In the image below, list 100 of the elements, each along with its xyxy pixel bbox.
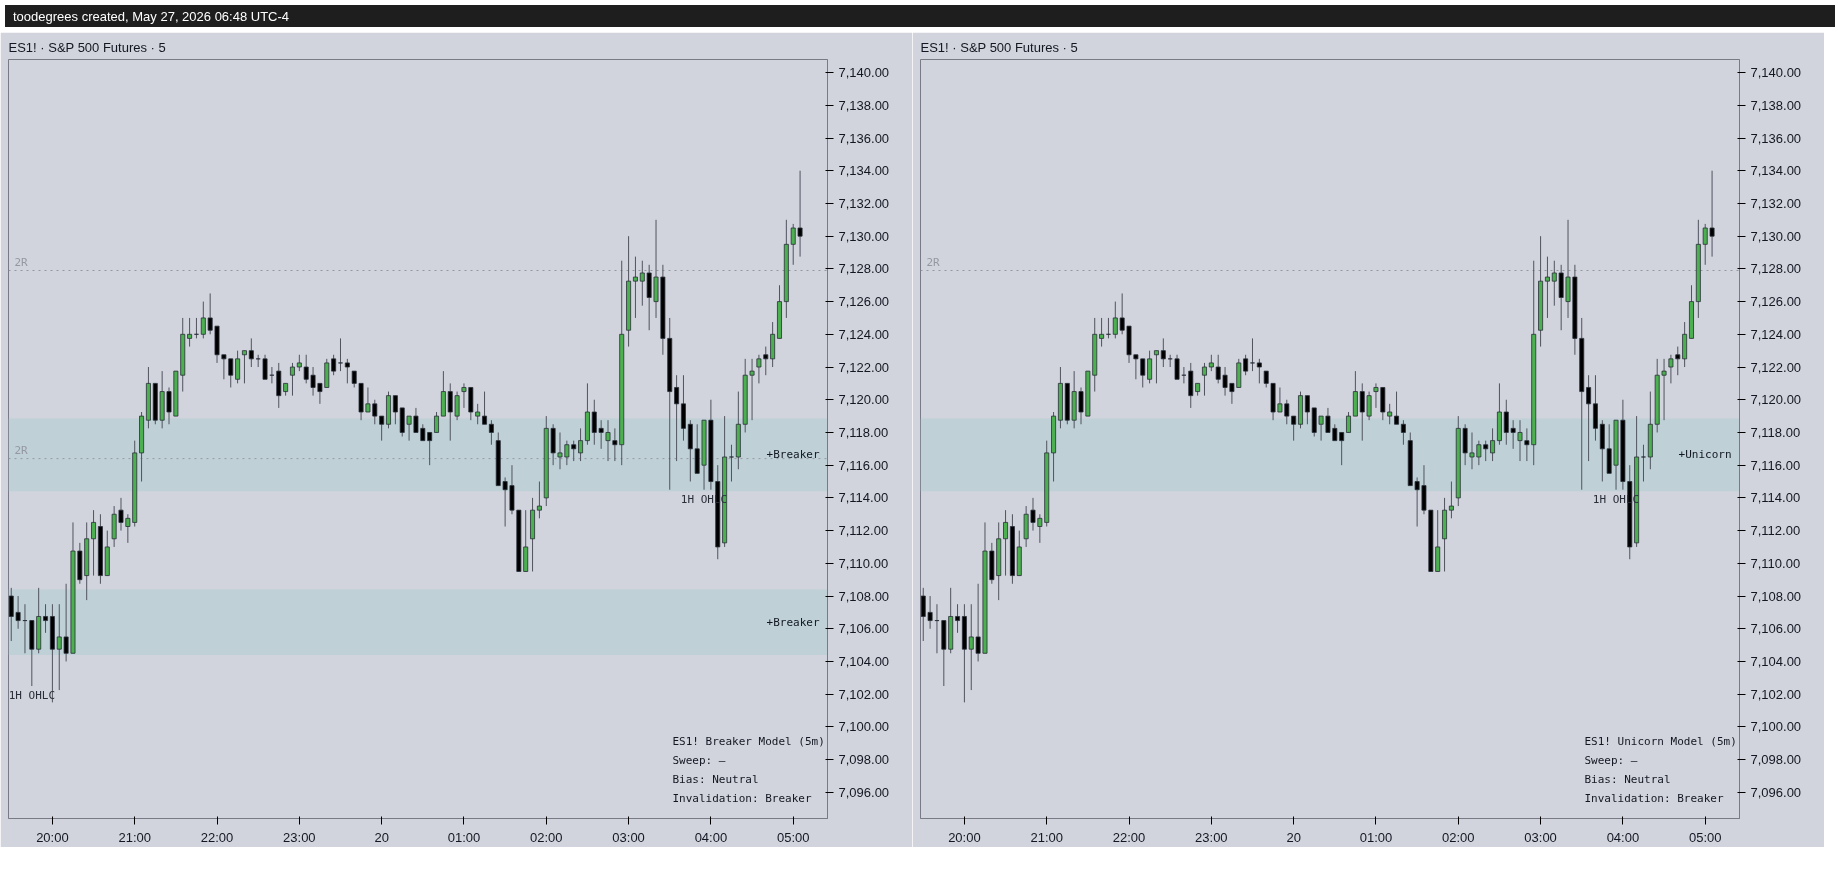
candlestick [1448, 481, 1454, 519]
y-tick-label: 7,140.00 [1750, 65, 1802, 81]
y-tick-label: 7,138.00 [838, 97, 890, 113]
candlestick [1174, 354, 1180, 380]
annotation: Bias: Neutral [672, 772, 759, 786]
candlestick [1641, 444, 1646, 483]
x-tick-label: 01:00 [1359, 829, 1393, 845]
y-tick-label: 7,130.00 [1750, 228, 1802, 244]
y-tick-label: 7,110.00 [838, 555, 889, 571]
candlestick [1394, 391, 1399, 425]
ref-line-label: 2R [926, 255, 941, 269]
annotation: Bias: Neutral [1584, 772, 1671, 786]
y-tick-label: 7,136.00 [1750, 130, 1802, 146]
candlestick [763, 346, 769, 376]
candlestick [729, 444, 734, 483]
candlestick [488, 419, 494, 446]
y-tick-label: 7,132.00 [838, 195, 890, 211]
x-tick-label: 23:00 [283, 829, 316, 845]
x-tick-label: 20:00 [948, 829, 981, 845]
ref-line-label: 2R [14, 443, 29, 457]
y-tick-label: 7,124.00 [838, 326, 890, 342]
y-tick-label: 7,104.00 [838, 653, 890, 669]
candlestick [536, 481, 542, 519]
candlestick [1490, 427, 1496, 462]
annotation: ES1! Unicorn Model (5m) [1584, 734, 1737, 748]
x-tick-label: 03:00 [612, 829, 645, 845]
band-label: +Unicorn [1678, 448, 1732, 462]
y-tick-label: 7,098.00 [838, 752, 890, 768]
y-tick-label: 7,102.00 [838, 686, 890, 702]
y-tick-label: 7,114.00 [838, 490, 889, 506]
y-tick-label: 7,118.00 [1750, 424, 1801, 440]
candlestick [248, 337, 254, 368]
candlestick [1099, 317, 1105, 348]
candlestick [955, 603, 960, 634]
candlestick [1400, 419, 1406, 446]
x-tick-label: 02:00 [530, 829, 563, 845]
y-tick-label: 7,104.00 [1750, 653, 1802, 669]
y-tick-label: 7,108.00 [838, 588, 890, 604]
y-tick-label: 7,098.00 [1750, 752, 1802, 768]
candlestick [1250, 337, 1255, 372]
text: toodegrees created, May 27, 2026 06:48 UTC-4 [13, 8, 290, 26]
chart-title: ES1! · S&P 500 Futures · 5 [8, 39, 166, 55]
y-tick-label: 7,136.00 [838, 130, 890, 146]
y-tick-label: 7,126.00 [838, 294, 890, 310]
y-tick-label: 7,118.00 [838, 424, 889, 440]
candlestick [262, 354, 268, 380]
candlestick [235, 350, 241, 384]
candlestick [338, 337, 343, 372]
y-tick-label: 7,132.00 [1750, 195, 1802, 211]
annotation: Sweep: – [1584, 753, 1638, 767]
y-tick-label: 7,122.00 [838, 359, 890, 375]
candlestick [1661, 358, 1667, 421]
candlestick [187, 317, 193, 348]
x-tick-label: 22:00 [1112, 829, 1146, 845]
x-tick-label: 01:00 [447, 829, 481, 845]
candlestick [379, 415, 385, 442]
candlestick [43, 603, 48, 634]
y-tick-label: 7,122.00 [1750, 359, 1802, 375]
x-tick-label: 04:00 [694, 829, 728, 845]
y-tick-label: 7,110.00 [1750, 555, 1801, 571]
candlestick [482, 391, 487, 425]
y-tick-label: 7,108.00 [1750, 588, 1802, 604]
candlestick [1544, 256, 1550, 319]
candlestick [578, 427, 584, 462]
annotation: Sweep: – [672, 753, 726, 767]
candlestick [1668, 354, 1674, 384]
candlestick [1160, 337, 1166, 368]
x-tick-label: 20 [374, 829, 389, 845]
candlestick [1586, 374, 1592, 462]
candlestick [242, 350, 247, 384]
x-tick-label: 22:00 [200, 829, 234, 845]
candlestick [344, 358, 350, 384]
y-tick-label: 7,130.00 [838, 228, 890, 244]
y-tick-label: 7,102.00 [1750, 686, 1802, 702]
y-tick-label: 7,106.00 [838, 621, 890, 637]
candlestick [1243, 354, 1249, 376]
annotation: ES1! Breaker Model (5m) [672, 734, 825, 748]
candlestick [1003, 509, 1009, 577]
candlestick [632, 256, 638, 319]
x-tick-label: 05:00 [1688, 829, 1722, 845]
candlestick [1675, 346, 1681, 376]
y-tick-label: 7,126.00 [1750, 294, 1802, 310]
y-tick-label: 7,134.00 [838, 163, 890, 179]
candlestick [1154, 350, 1159, 384]
candlestick [756, 354, 762, 384]
y-tick-label: 7,096.00 [1750, 784, 1802, 800]
candlestick [1304, 395, 1310, 425]
candlestick [1256, 358, 1262, 384]
x-tick-label: 20:00 [36, 829, 69, 845]
y-tick-label: 7,134.00 [1750, 163, 1802, 179]
y-tick-label: 7,112.00 [1750, 523, 1801, 539]
candlestick [91, 509, 97, 577]
ref-line-label: 2R [14, 255, 29, 269]
y-tick-label: 7,120.00 [1750, 392, 1802, 408]
y-tick-label: 7,112.00 [838, 523, 889, 539]
chart-title: ES1! · S&P 500 Futures · 5 [920, 39, 1078, 55]
x-tick-label: 20 [1286, 829, 1301, 845]
x-tick-label: 02:00 [1442, 829, 1475, 845]
x-tick-label: 21:00 [1030, 829, 1063, 845]
annotation: Invalidation: Breaker [1584, 791, 1724, 805]
